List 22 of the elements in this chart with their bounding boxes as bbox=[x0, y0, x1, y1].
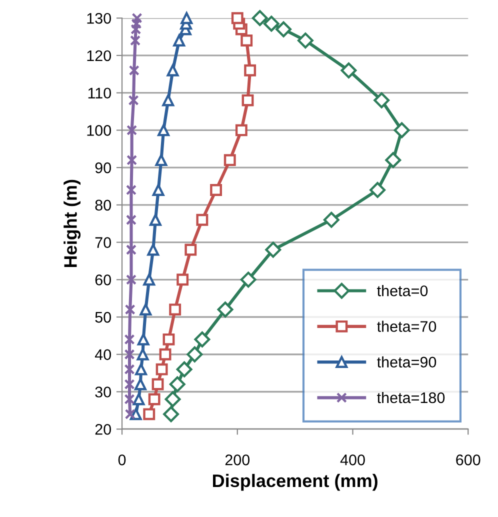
x-tick-label: 400 bbox=[340, 454, 365, 466]
legend-label: theta=0 bbox=[377, 285, 428, 296]
y-tick-label: 70 bbox=[95, 237, 111, 248]
y-tick-label: 40 bbox=[94, 349, 111, 360]
y-tick-label: 130 bbox=[87, 12, 111, 24]
x-tick-label: 600 bbox=[456, 454, 480, 466]
y-tick-label: 90 bbox=[95, 162, 111, 174]
y-tick-label: 110 bbox=[88, 88, 111, 99]
x-tick-label: 0 bbox=[118, 454, 126, 466]
x-tick-label: 200 bbox=[225, 454, 250, 466]
legend-label: theta=90 bbox=[377, 356, 436, 368]
y-tick-label: 30 bbox=[95, 386, 111, 398]
y-tick-label: 80 bbox=[95, 200, 111, 211]
y-tick-label: 120 bbox=[87, 50, 111, 62]
y-tick-label: 60 bbox=[95, 274, 111, 286]
y-tick-label: 50 bbox=[95, 312, 111, 323]
y-axis-title: Height (m) bbox=[64, 180, 81, 268]
x-axis-title: Displacement (mm) bbox=[213, 474, 378, 491]
legend-label: theta=180 bbox=[377, 392, 445, 404]
y-tick-label: 20 bbox=[95, 424, 111, 435]
y-tick-label: 100 bbox=[87, 125, 111, 136]
legend-label: theta=70 bbox=[377, 320, 436, 332]
